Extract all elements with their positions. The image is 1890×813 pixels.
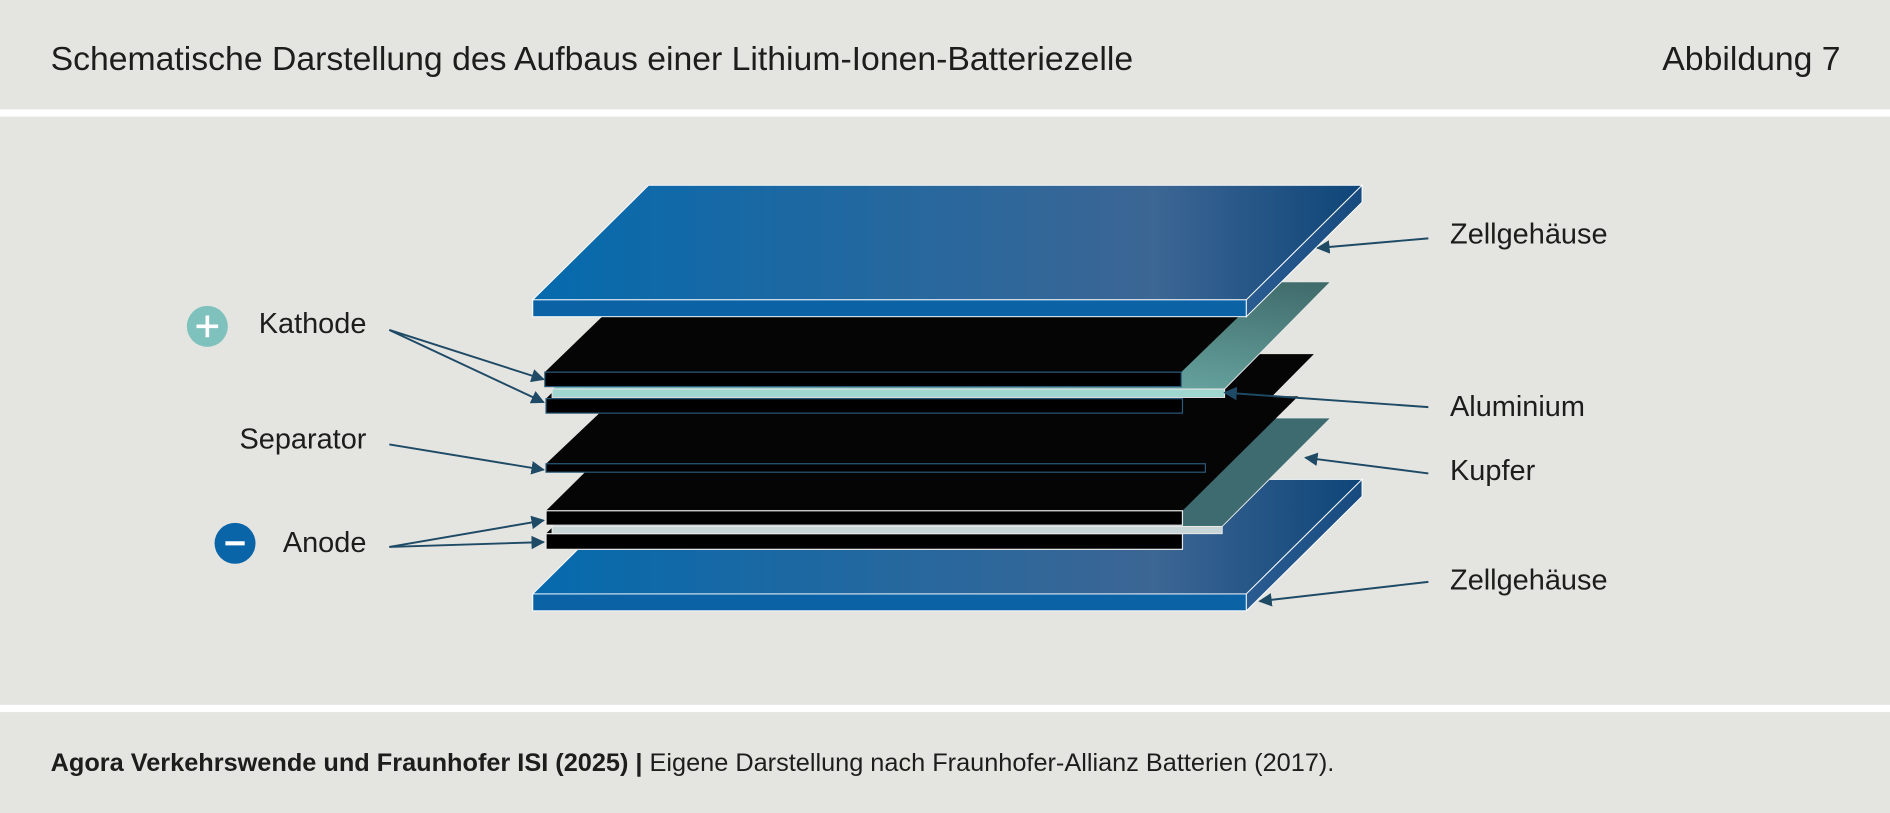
minus-icon [214,522,256,564]
battery-stack [531,184,1364,612]
label-zellgehaeuse: Zellgehäuse [1450,565,1607,597]
footer-rule [0,704,1890,713]
footer: Agora Verkehrswende und Fraunhofer ISI (… [51,749,1335,777]
figure-label: Abbildung 7 [1662,40,1840,78]
header-rule [0,109,1890,117]
arrows [388,237,1429,607]
title: Schematische Darstellung des Aufbaus ein… [51,40,1133,78]
label-zellgehaeuse: Zellgehäuse [1450,219,1607,251]
plus-icon [186,305,228,347]
footer-note: Eigene Darstellung nach Fraunhofer-Allia… [650,749,1335,777]
footer-source: Agora Verkehrswende und Fraunhofer ISI (… [51,749,643,777]
label-anode: Anode [283,527,367,559]
label-aluminium: Aluminium [1450,391,1585,423]
label-kathode: Kathode [259,308,367,340]
label-kupfer: Kupfer [1450,455,1536,487]
label-separator: Separator [239,423,366,455]
